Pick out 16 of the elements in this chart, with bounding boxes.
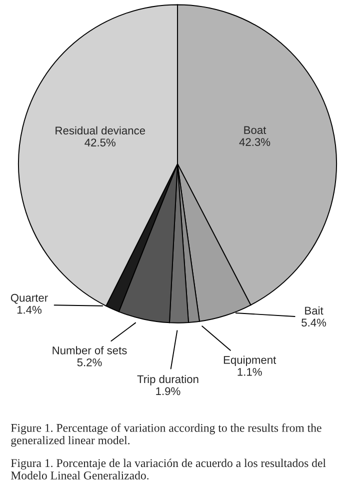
data-label: 1.1% <box>238 368 262 376</box>
slice-label: Trip duration <box>137 374 198 386</box>
slice-label: Boat <box>244 126 266 134</box>
data-label: 42.5% <box>84 138 116 146</box>
data-label: 1.9% <box>156 387 180 396</box>
caption: Figure 1. Percentage of variation according to the results from the generalized linear model. <box>10 423 322 447</box>
slice-label: Bait <box>305 306 324 315</box>
slice-label: Residual deviance <box>56 126 146 135</box>
slice-label: Equipment <box>224 356 276 366</box>
slice-label: Quarter <box>10 294 48 304</box>
data-label: 5.2% <box>77 358 102 366</box>
data-label: 42.3% <box>239 138 270 146</box>
text: Figura 1. Porcentaje de la variación de acuerdo a los resultados del Modelo Lineal Generalizado. <box>10 458 326 480</box>
slice-label: Number of sets <box>52 346 127 354</box>
data-label: 5.4% <box>302 318 326 327</box>
data-label: 1.4% <box>17 306 42 314</box>
